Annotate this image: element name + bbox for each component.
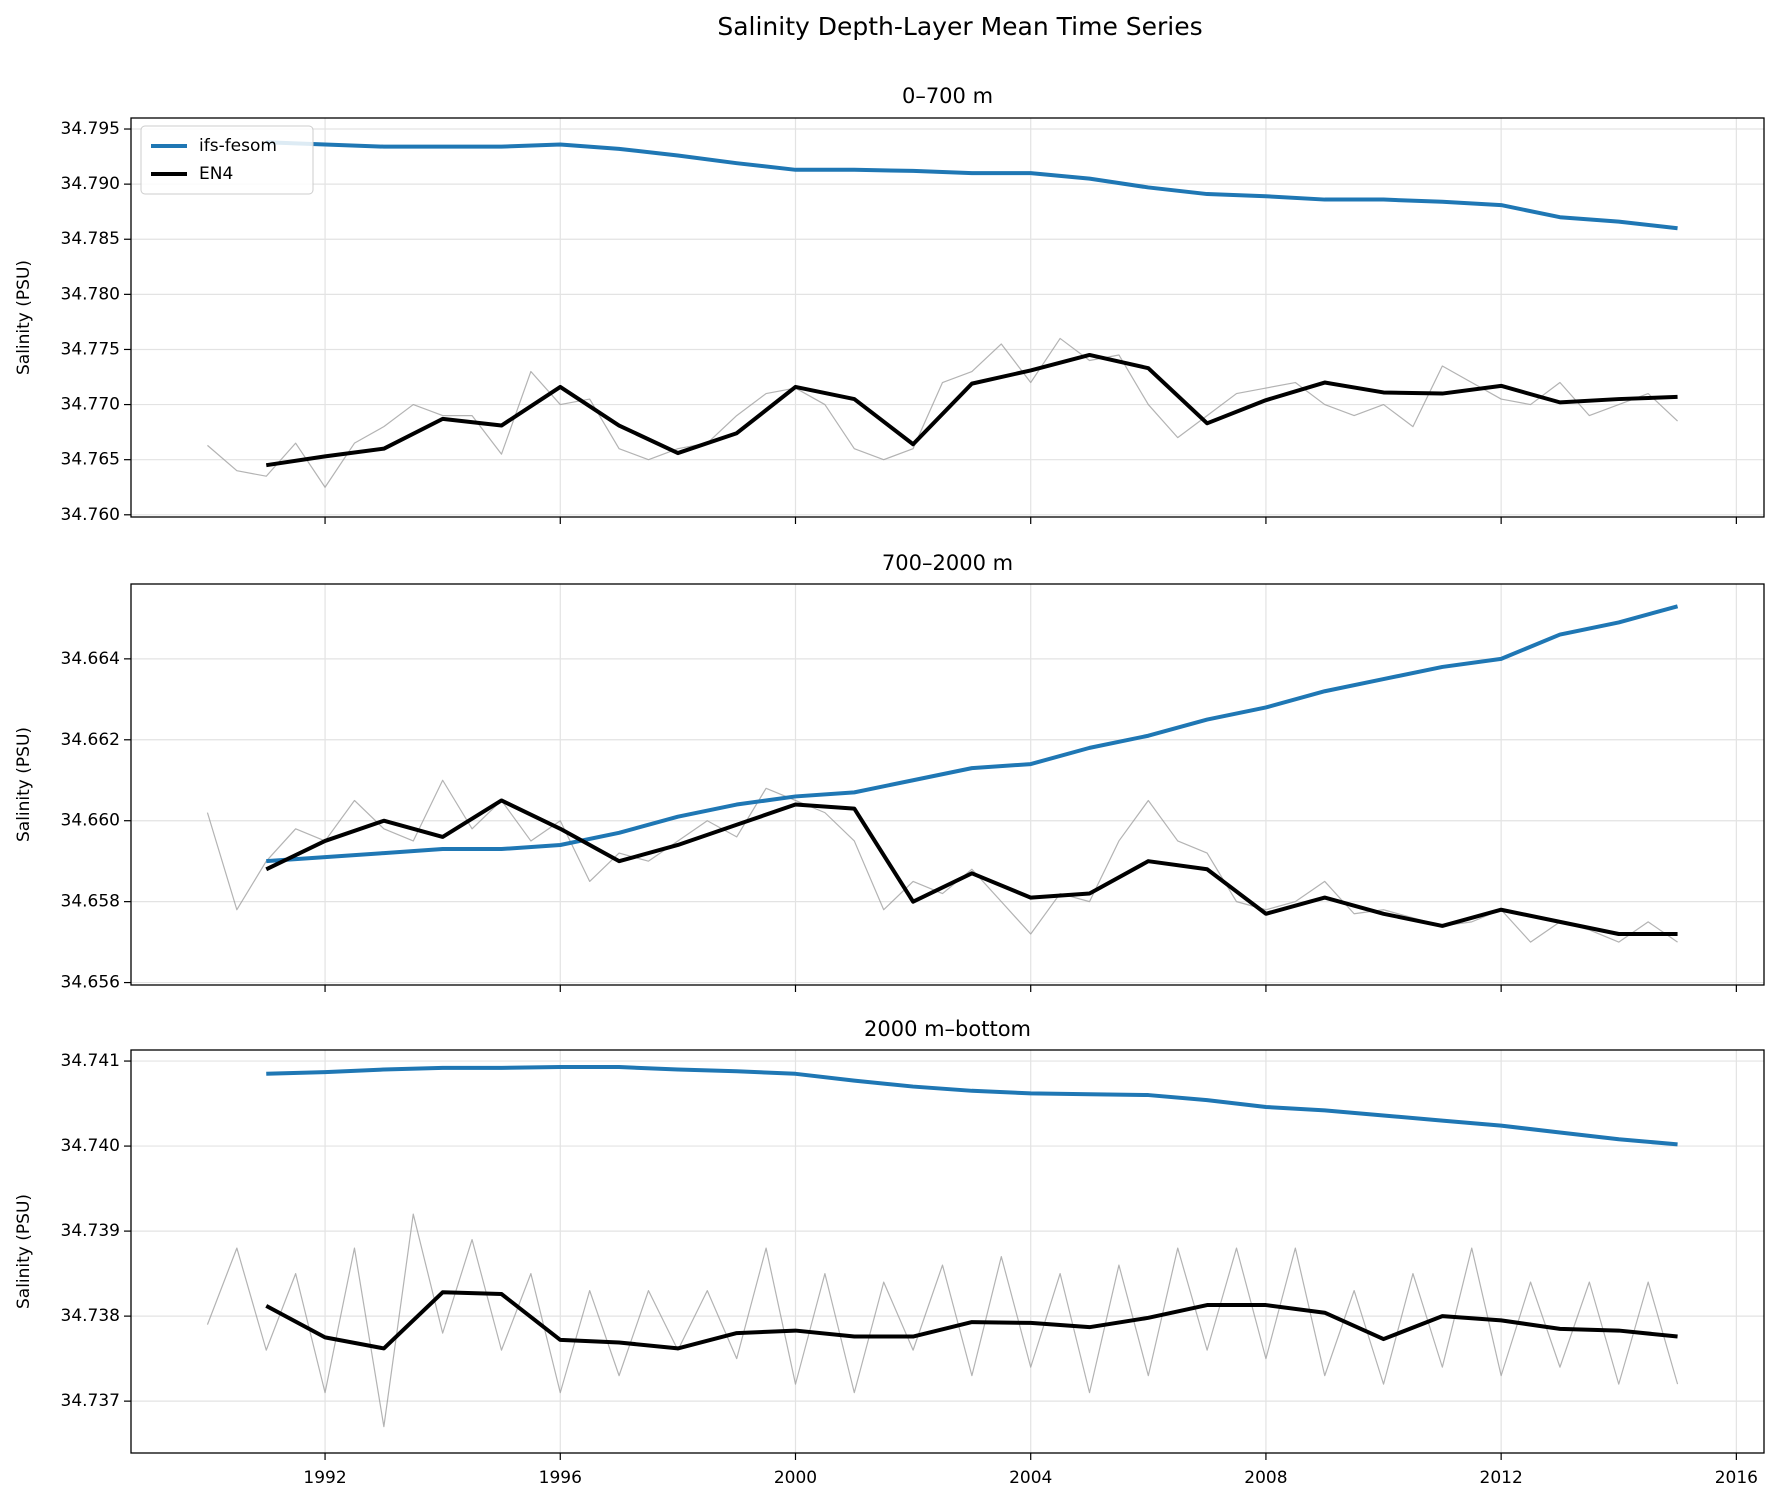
- y-tick-label: 34.737: [61, 1391, 120, 1411]
- y-tick-label: 34.738: [61, 1306, 120, 1326]
- y-tick-label: 34.660: [61, 811, 120, 831]
- figure-title: Salinity Depth-Layer Mean Time Series: [717, 12, 1202, 41]
- legend-label: ifs-fesom: [199, 136, 277, 156]
- y-axis-label: Salinity (PSU): [14, 1194, 34, 1309]
- axes-frame: [130, 117, 1765, 518]
- y-axis-label: Salinity (PSU): [14, 260, 34, 375]
- monthly-line: [207, 337, 1678, 488]
- x-tick-label: 2016: [1715, 1468, 1758, 1488]
- y-tick-label: 34.760: [61, 505, 120, 525]
- y-tick-label: 34.739: [61, 1221, 120, 1241]
- y-tick-label: 34.662: [61, 730, 120, 750]
- series-line: [265, 798, 1678, 937]
- plot-area: [206, 604, 1679, 943]
- y-tick-label: 34.656: [61, 973, 120, 993]
- x-tick-label: 2008: [1244, 1468, 1287, 1488]
- panel-title: 2000 m–bottom: [864, 1017, 1031, 1041]
- y-tick-label: 34.795: [61, 119, 120, 139]
- y-tick-label: 34.765: [61, 450, 120, 470]
- legend-box: [140, 125, 314, 195]
- y-tick-label: 34.664: [61, 649, 120, 669]
- x-tick-label: 2012: [1480, 1468, 1523, 1488]
- panel-title: 700–2000 m: [882, 551, 1013, 575]
- y-tick-label: 34.790: [61, 174, 120, 194]
- series-line: [266, 1065, 1678, 1147]
- y-tick-label: 34.770: [61, 395, 120, 415]
- x-tick-label: 1992: [303, 1468, 346, 1488]
- plot-area: [207, 140, 1678, 488]
- y-axis-label: Salinity (PSU): [14, 727, 34, 842]
- monthly-line: [206, 1213, 1679, 1428]
- y-tick-label: 34.785: [61, 229, 120, 249]
- series-line: [266, 140, 1678, 231]
- y-tick-label: 34.775: [61, 339, 120, 359]
- x-tick-label: 1996: [539, 1468, 582, 1488]
- y-tick-label: 34.780: [61, 284, 120, 304]
- series-line: [266, 604, 1679, 864]
- y-tick-label: 34.740: [61, 1136, 120, 1156]
- panel-title: 0–700 m: [902, 84, 993, 108]
- x-tick-label: 2000: [774, 1468, 817, 1488]
- legend-label: EN4: [199, 164, 233, 184]
- axes-frame: [130, 1049, 1765, 1454]
- y-tick-label: 34.658: [61, 892, 120, 912]
- series-line: [265, 1290, 1678, 1351]
- plot-area: [206, 1065, 1679, 1428]
- series-line: [265, 352, 1678, 468]
- y-tick-label: 34.741: [61, 1051, 120, 1071]
- x-tick-label: 2004: [1009, 1468, 1052, 1488]
- axes-frame: [130, 583, 1765, 986]
